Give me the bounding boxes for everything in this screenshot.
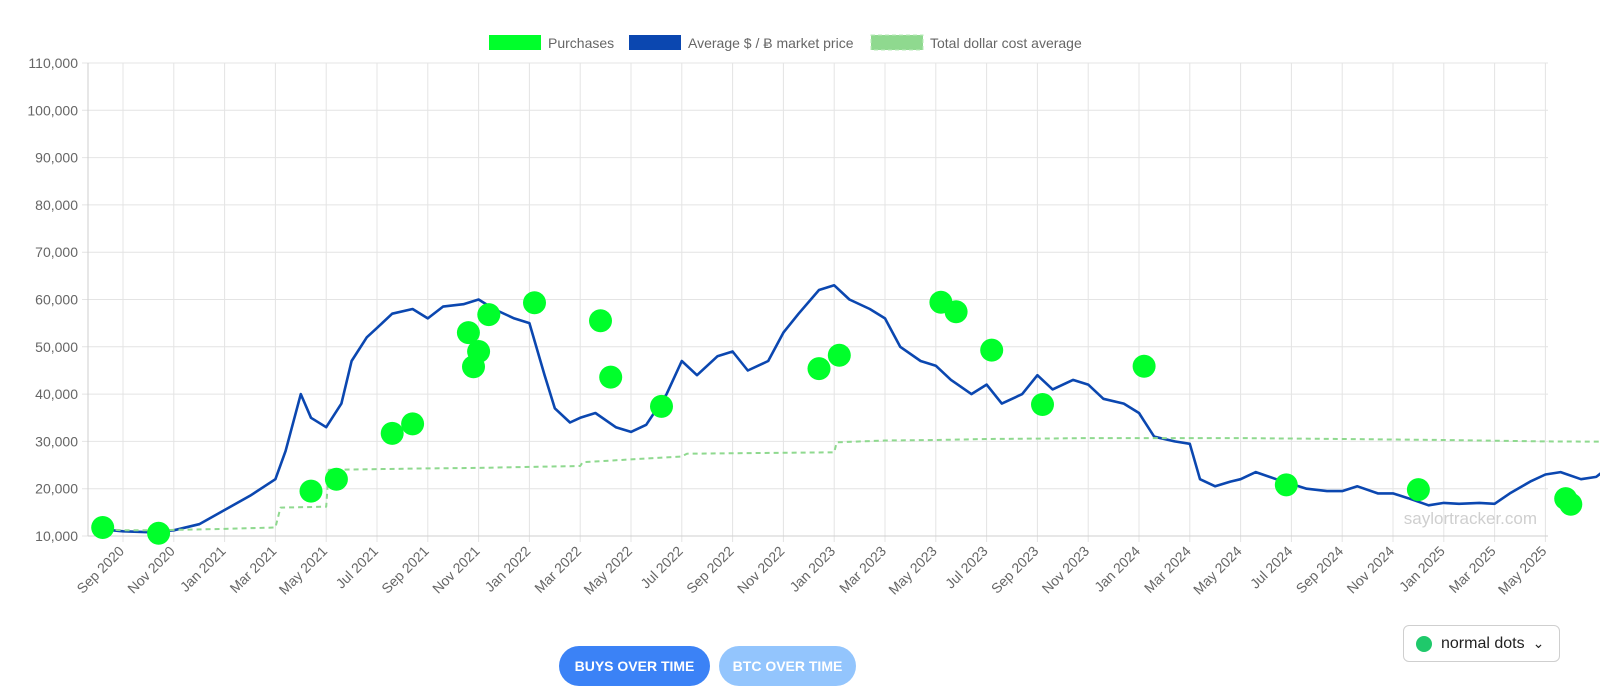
y-tick-label: 90,000	[35, 150, 78, 166]
x-tick-label: Nov 2021	[429, 543, 483, 597]
dot-style-select[interactable]: normal dots ⌄	[1403, 625, 1560, 662]
x-tick-label: May 2021	[276, 543, 331, 598]
market-price-line	[97, 284, 1600, 534]
watermark: saylortracker.com	[1404, 509, 1537, 528]
x-tick-label: Jan 2021	[177, 543, 229, 595]
x-tick-label: Sep 2021	[378, 543, 432, 597]
grid	[82, 62, 1548, 542]
legend-label[interactable]: Average $ / Ƀ market price	[688, 35, 854, 51]
purchase-point[interactable]	[147, 521, 171, 545]
y-tick-label: 20,000	[35, 481, 78, 497]
purchase-point[interactable]	[589, 309, 612, 333]
x-tick-label: May 2025	[1495, 543, 1550, 598]
btc-over-time-button[interactable]: BTC OVER TIME	[719, 646, 856, 686]
green-dot-icon	[1416, 635, 1432, 652]
x-tick-label: Jul 2021	[332, 543, 381, 592]
purchase-point[interactable]	[467, 340, 491, 363]
purchase-point[interactable]	[827, 343, 851, 367]
legend-label[interactable]: Purchases	[548, 35, 614, 51]
purchase-point[interactable]	[1406, 478, 1430, 502]
x-tick-label: May 2022	[580, 543, 635, 598]
legend: Purchases Average $ / Ƀ market price Total…	[489, 34, 1082, 51]
y-tick-label: 60,000	[35, 292, 78, 308]
legend-swatch	[870, 34, 924, 51]
x-tick-label: Sep 2024	[1293, 543, 1347, 597]
x-tick-label: Nov 2023	[1039, 543, 1093, 597]
purchase-point[interactable]	[944, 300, 968, 324]
chart: 10,000 20,000 30,000 40,000 50,000 60,000 70,0…	[27, 34, 1600, 598]
purchase-point[interactable]	[1132, 354, 1156, 378]
x-tick-label: Mar 2025	[1446, 543, 1499, 596]
legend-swatch	[629, 35, 681, 50]
y-tick-label: 30,000	[35, 433, 78, 449]
purchase-point[interactable]	[299, 479, 323, 503]
axes	[87, 63, 1548, 537]
purchase-point[interactable]	[807, 357, 831, 381]
x-tick-label: Jul 2022	[637, 543, 686, 592]
purchase-point[interactable]	[91, 516, 115, 539]
buys-over-time-button[interactable]: BUYS OVER TIME	[559, 646, 710, 686]
x-tick-label: May 2024	[1190, 543, 1245, 598]
x-tick-label: Jul 2024	[1247, 543, 1296, 592]
dot-style-label: normal dots	[1441, 634, 1525, 652]
purchase-point[interactable]	[456, 321, 480, 345]
purchase-point[interactable]	[380, 421, 404, 445]
x-tick-label: Nov 2020	[124, 543, 178, 597]
legend-swatch	[489, 35, 541, 50]
x-tick-label: Mar 2024	[1141, 543, 1194, 596]
x-tick-label: Mar 2022	[531, 543, 584, 596]
y-tick-label: 50,000	[35, 339, 78, 355]
x-tick-label: Nov 2024	[1343, 543, 1397, 597]
chevron-down-icon: ⌄	[1532, 635, 1545, 651]
x-tick-label: Sep 2022	[683, 543, 737, 597]
x-tick-label: Nov 2022	[734, 543, 788, 597]
x-tick-label: Jan 2023	[786, 543, 838, 595]
purchase-point[interactable]	[401, 412, 425, 436]
y-tick-label: 100,000	[27, 102, 78, 118]
y-tick-label: 110,000	[28, 55, 78, 71]
legend-label[interactable]: Total dollar cost average	[930, 35, 1082, 51]
purchase-point[interactable]	[1559, 492, 1583, 516]
x-tick-label: Sep 2020	[73, 543, 127, 597]
purchase-point[interactable]	[650, 394, 673, 418]
y-tick-label: 80,000	[35, 197, 78, 213]
dollar-cost-average-line	[97, 437, 1600, 532]
x-tick-label: Sep 2023	[988, 543, 1042, 597]
y-tick-label: 70,000	[35, 244, 78, 260]
purchase-point[interactable]	[1031, 393, 1054, 416]
x-tick-label: May 2023	[885, 543, 940, 598]
x-tick-label: Jul 2023	[942, 543, 991, 592]
purchase-point[interactable]	[599, 365, 623, 389]
x-tick-label: Mar 2023	[836, 543, 889, 596]
y-tick-label: 40,000	[35, 386, 78, 402]
y-axis-tick-labels: 10,000 20,000 30,000 40,000 50,000 60,000 70,0…	[27, 55, 78, 544]
purchase-point[interactable]	[523, 291, 546, 315]
series-layer	[97, 284, 1600, 534]
purchase-point[interactable]	[980, 338, 1004, 362]
purchase-point[interactable]	[324, 467, 348, 491]
x-tick-label: Jan 2025	[1396, 543, 1448, 595]
purchase-point[interactable]	[1274, 473, 1298, 497]
purchase-point[interactable]	[477, 303, 501, 327]
purchase-points	[91, 290, 1583, 545]
x-tick-label: Jan 2022	[481, 543, 533, 595]
x-tick-label: Jan 2024	[1091, 543, 1143, 595]
y-tick-label: 10,000	[35, 528, 78, 544]
x-tick-label: Mar 2021	[226, 543, 279, 596]
